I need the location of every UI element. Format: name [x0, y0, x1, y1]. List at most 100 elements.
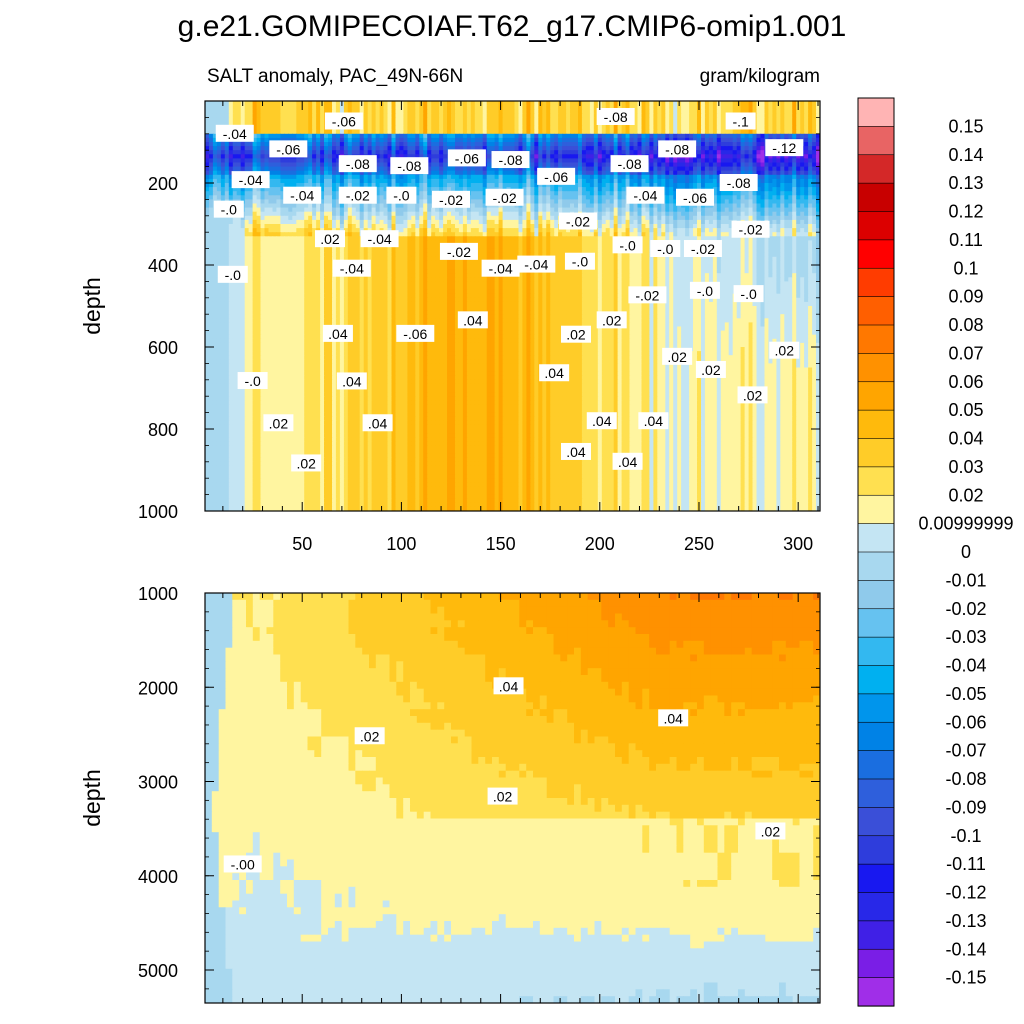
field-cell — [593, 109, 599, 114]
field-cell — [641, 129, 647, 135]
field-cell — [268, 137, 274, 143]
field-cell — [351, 150, 357, 155]
field-cell — [224, 183, 230, 188]
field-cell — [240, 109, 246, 114]
field-cell — [399, 109, 404, 114]
field-cell — [296, 162, 301, 168]
field-cell — [256, 113, 262, 118]
field-cell — [550, 105, 555, 110]
field-cell — [244, 142, 250, 147]
field-cell — [478, 191, 484, 196]
field-cell — [641, 150, 647, 155]
field-cell — [597, 158, 603, 164]
field-cell — [228, 187, 234, 192]
field-cell — [470, 224, 476, 229]
field-cell — [704, 142, 710, 147]
field-cell — [324, 174, 329, 180]
field-cell — [522, 178, 527, 184]
field-cell — [268, 117, 274, 123]
field-cell — [601, 170, 607, 176]
field-cell — [403, 133, 408, 139]
field-cell — [205, 133, 210, 139]
field-cell — [447, 113, 452, 118]
field-cell — [256, 101, 262, 106]
field-cell — [617, 191, 623, 196]
field-cell — [212, 105, 218, 110]
field-cell — [260, 158, 266, 164]
field-cell — [431, 162, 436, 168]
field-cell — [772, 207, 777, 213]
field-cell — [752, 129, 758, 135]
field-cell — [558, 187, 563, 192]
field-cell — [209, 101, 214, 106]
field-cell — [486, 203, 492, 209]
field-cell — [387, 109, 393, 114]
field-cell — [597, 154, 603, 159]
field-cell — [653, 150, 658, 155]
field-cell — [546, 146, 551, 151]
field-cell — [514, 125, 520, 131]
field-cell — [665, 166, 670, 172]
field-cell — [784, 170, 789, 176]
field-cell — [216, 228, 222, 233]
field-cell — [542, 101, 547, 106]
field-cell — [756, 142, 762, 147]
field-cell — [518, 174, 524, 180]
field-cell — [665, 162, 670, 168]
field-cell — [526, 183, 531, 188]
field-cell — [466, 125, 472, 131]
field-cell — [530, 150, 535, 155]
field-cell — [347, 215, 353, 221]
field-cell — [272, 174, 278, 180]
field-cell — [645, 174, 650, 180]
field-cell — [347, 142, 353, 147]
field-cell — [240, 117, 246, 123]
field-cell — [597, 191, 603, 196]
field-cell — [328, 101, 333, 106]
field-cell — [641, 137, 647, 143]
field-cell — [212, 158, 218, 164]
field-cell — [605, 105, 611, 110]
field-cell — [589, 109, 595, 114]
field-cell — [708, 174, 714, 180]
field-cell — [570, 154, 575, 159]
field-cell — [375, 137, 381, 143]
field-cell — [566, 195, 571, 200]
field-cell — [526, 170, 531, 176]
field-cell — [657, 158, 662, 164]
field-cell — [621, 195, 627, 200]
field-cell — [578, 113, 583, 118]
field-cell — [701, 101, 706, 106]
field-cell — [772, 211, 777, 217]
field-cell — [760, 117, 766, 123]
field-cell — [581, 109, 587, 114]
field-cell — [284, 109, 289, 114]
field-cell — [228, 191, 234, 196]
field-cell — [264, 150, 270, 155]
field-cell — [288, 224, 293, 229]
field-cell — [490, 146, 496, 151]
field-cell — [570, 129, 575, 135]
field-cell — [792, 183, 797, 188]
field-cell — [351, 183, 357, 188]
field-cell — [609, 219, 615, 225]
field-cell — [260, 146, 266, 151]
field-cell — [419, 121, 424, 127]
field-cell — [780, 121, 785, 127]
field-cell — [593, 166, 599, 172]
field-cell — [407, 109, 412, 114]
field-cell — [681, 166, 686, 172]
field-cell — [760, 187, 766, 192]
field-cell — [712, 183, 718, 188]
field-cell — [300, 232, 305, 237]
field-cell — [617, 150, 623, 155]
field-cell — [486, 133, 492, 139]
field-cell — [764, 113, 770, 118]
field-cell — [788, 154, 793, 159]
field-cell — [228, 142, 234, 147]
field-cell — [649, 219, 654, 225]
field-cell — [804, 101, 809, 106]
field-cell — [383, 154, 389, 159]
field-cell — [332, 187, 337, 192]
field-cell — [661, 228, 666, 233]
